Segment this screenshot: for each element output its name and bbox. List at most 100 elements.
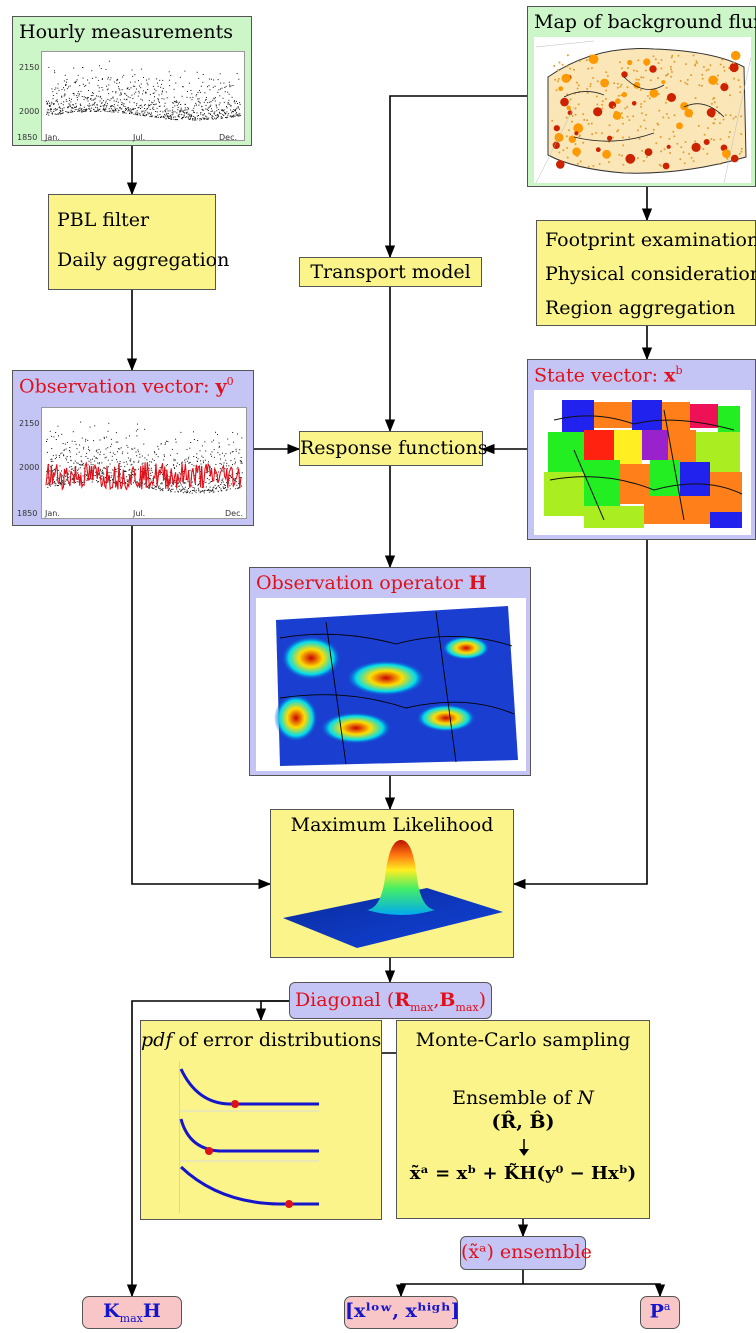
- diag-r-sub: max: [410, 1000, 434, 1014]
- statevec-symbol: x: [664, 364, 676, 387]
- pdf-point-3: [285, 1200, 293, 1208]
- obsvec-title-text: Observation vector:: [19, 375, 210, 398]
- operator-title: Observation operator H: [256, 572, 487, 594]
- pbl-line1: PBL filter: [57, 209, 150, 231]
- observation-vector-box: Observation vector: y0 2150 2000 1850 Ja…: [12, 370, 254, 526]
- obsvec-xtick-jul: Jul.: [133, 509, 146, 518]
- transport-model-box: Transport model: [299, 257, 482, 287]
- range-label: [xˡᵒʷ, xʰⁱᵍʰ]: [345, 1300, 460, 1322]
- background-title: Map of background fluxes: [534, 11, 756, 33]
- diag-open: (: [386, 989, 395, 1011]
- diag-text: Diagonal: [294, 989, 381, 1011]
- diag-close: ): [478, 989, 487, 1011]
- hourly-xtick-jan: Jan.: [45, 133, 60, 142]
- background-fluxes-box: Map of background fluxes: [527, 6, 756, 187]
- diag-b: B: [439, 989, 456, 1011]
- background-flux-map: [534, 37, 751, 183]
- out-ksub: max: [119, 1311, 143, 1325]
- hourly-xtick-dec: Dec.: [219, 133, 238, 142]
- kmax-h-box: KmaxH: [82, 1296, 182, 1329]
- mc-ensemble-text: Ensemble of: [452, 1087, 572, 1109]
- mc-title: Monte-Carlo sampling: [415, 1029, 631, 1051]
- mc-inner-arrow: [519, 1139, 529, 1156]
- arrow-diag-kmax: [126, 1000, 289, 1298]
- hourly-ytick-top: 2150: [19, 63, 40, 72]
- obsvec-timeseries-plot: [41, 407, 247, 519]
- obsvec-xtick-dec: Dec.: [225, 509, 244, 518]
- statevec-sup: b: [675, 364, 683, 377]
- arrow-ens-pa: [523, 1283, 666, 1298]
- monte-carlo-box: Monte-Carlo sampling Ensemble of N (R̂, …: [396, 1020, 650, 1219]
- obsvec-symbol: y: [215, 375, 227, 398]
- hourly-ytick-bottom: 1850: [17, 133, 38, 142]
- ens-label: (x̃ᵃ) ensemble: [461, 1241, 592, 1263]
- response-functions-box: Response functions: [299, 431, 488, 466]
- out-h: H: [142, 1300, 161, 1322]
- hourly-measurements-box: Hourly measurements 2150 2000 1850 Jan. …: [12, 16, 252, 146]
- out-k: K: [103, 1300, 120, 1322]
- statevec-title: State vector: xb: [534, 364, 683, 386]
- diag-b-sub: max: [455, 1000, 479, 1014]
- observation-operator-map: [256, 598, 526, 771]
- hourly-title: Hourly measurements: [19, 21, 233, 43]
- arrow-background-transport: [384, 95, 527, 259]
- ensemble-box: (x̃ᵃ) ensemble: [460, 1236, 592, 1270]
- arrow-ens-range: [395, 1283, 523, 1298]
- pa-box: Pa: [640, 1296, 680, 1329]
- kmax-h-label: KmaxH: [83, 1300, 181, 1325]
- hourly-xtick-jul: Jul.: [133, 133, 146, 142]
- obsvec-ytick-bottom: 1850: [17, 509, 38, 518]
- obsvec-ytick-mid: 2000: [19, 463, 40, 472]
- hourly-ytick-mid: 2000: [19, 107, 40, 116]
- diagonal-box: Diagonal (Rmax,Bmax): [289, 982, 492, 1019]
- footprint-line1: Footprint examination: [545, 229, 756, 251]
- obsvec-series: [45, 421, 243, 494]
- obsvec-xtick-jan: Jan.: [45, 509, 60, 518]
- diag-comma: ,: [433, 989, 440, 1011]
- state-vector-box: State vector: xb: [527, 359, 756, 540]
- pdf-curve-3: [179, 1165, 319, 1206]
- likelihood-surface-plot: [283, 840, 503, 948]
- footprint-line2: Physical considerations: [545, 263, 756, 285]
- pbl-filter-box: PBL filter Daily aggregation: [48, 194, 229, 290]
- diag-label: Diagonal (Rmax,Bmax): [290, 989, 491, 1014]
- response-label: Response functions: [300, 437, 488, 459]
- ml-title: Maximum Likelihood: [290, 814, 494, 836]
- mc-rb: (R̂, B̂): [491, 1111, 555, 1133]
- arrow-statevec-ml: [512, 540, 648, 890]
- obsvec-ytick-top: 2150: [19, 419, 40, 428]
- arrow-obsvec-ml: [131, 526, 272, 890]
- operator-symbol: H: [468, 572, 487, 594]
- range-box: [xˡᵒʷ, xʰⁱᵍʰ]: [344, 1296, 460, 1329]
- pdf-title: pdf of error distributions: [141, 1029, 381, 1051]
- footprint-box: Footprint examination Physical considera…: [536, 220, 756, 326]
- arrow-diag-pdf: [255, 1000, 289, 1022]
- pdf-italic: pdf: [141, 1029, 173, 1051]
- mc-formula: x̃ᵃ = xᵇ + K̃H(y⁰ − Hxᵇ): [409, 1163, 637, 1184]
- pdf-box: pdf of error distributions: [140, 1020, 382, 1220]
- statevec-title-text: State vector:: [534, 364, 659, 387]
- observation-operator-box: Observation operator H: [249, 567, 531, 776]
- hourly-timeseries-plot: [41, 51, 245, 141]
- mc-n: N: [577, 1087, 594, 1109]
- diag-r: R: [394, 989, 411, 1011]
- pdf-curve-1: [179, 1068, 319, 1106]
- out-p: P: [649, 1300, 664, 1323]
- pa-label: Pa: [641, 1300, 679, 1322]
- operator-title-text: Observation operator: [256, 572, 463, 594]
- pdf-rest: of error distributions: [178, 1029, 382, 1051]
- pdf-curves: [179, 1061, 319, 1213]
- hourly-series: [46, 60, 241, 121]
- state-vector-region-map: [534, 390, 751, 535]
- maximum-likelihood-box: Maximum Likelihood: [270, 809, 514, 958]
- mc-ensemble: Ensemble of N: [397, 1087, 649, 1109]
- obsvec-title: Observation vector: y0: [19, 375, 234, 397]
- pdf-point-2: [205, 1147, 213, 1155]
- pdf-curve-2: [179, 1118, 319, 1153]
- out-psup: a: [663, 1300, 671, 1313]
- footprint-line3: Region aggregation: [545, 297, 736, 319]
- obsvec-sup: 0: [226, 375, 234, 388]
- pbl-line2: Daily aggregation: [57, 249, 230, 271]
- transport-label: Transport model: [310, 261, 471, 283]
